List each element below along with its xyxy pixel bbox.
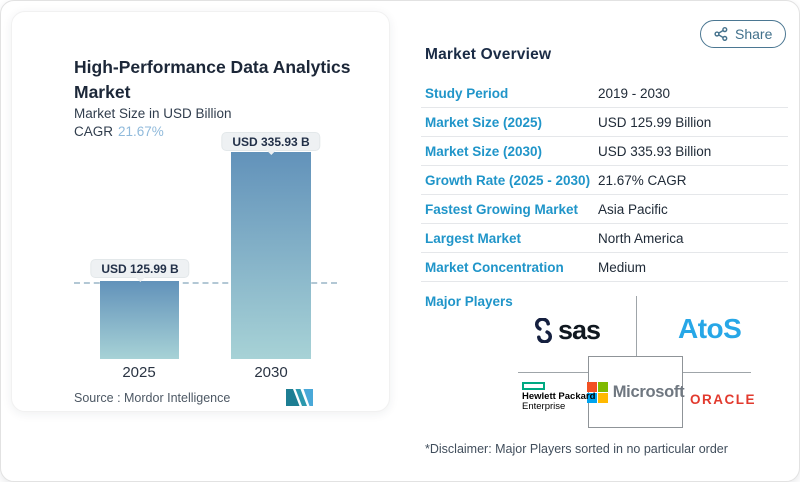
cagr-value: 21.67% [118,124,164,139]
bar-2030[interactable] [231,152,311,359]
source-attribution: Source : Mordor Intelligence [74,391,231,405]
sas-wordmark: sas [558,315,601,345]
overview-table: Study Period 2019 - 2030 Market Size (20… [421,79,788,282]
row-label: Market Size (2030) [425,143,543,159]
table-row: Market Concentration Medium [421,253,788,282]
bar-2025[interactable] [100,281,179,359]
row-label: Fastest Growing Market [425,201,579,217]
row-label: Study Period [425,85,509,101]
overview-heading: Market Overview [425,46,552,63]
share-network-icon [714,27,728,41]
hpe-wordmark-line1: Hewlett Packard [522,391,596,402]
hpe-logo: Hewlett Packard Enterprise [522,382,595,413]
sas-swirl-icon [531,318,556,343]
table-row: Market Size (2025) USD 125.99 Billion [421,108,788,137]
microsoft-wordmark: Microsoft [612,382,685,401]
row-value: USD 335.93 Billion [598,143,712,159]
x-tick-2025: 2025 [122,364,156,381]
row-label: Market Concentration [425,259,564,275]
table-row: Largest Market North America [421,224,788,253]
row-value: Asia Pacific [598,201,668,217]
row-value: 2019 - 2030 [598,85,671,101]
bar-2030-value-tooltip: USD 335.93 B [221,132,321,151]
row-value: North America [598,230,684,246]
mordor-intelligence-logo [286,389,313,411]
market-chart-card: High-Performance Data Analytics Market M… [11,11,390,412]
cagr-label: CAGR [74,124,114,139]
reference-dashed-line [74,282,337,284]
row-label: Largest Market [425,230,522,246]
microsoft-logo-box: Microsoft [586,356,685,428]
table-row: Study Period 2019 - 2030 [421,79,788,108]
share-button[interactable]: Share [700,20,787,48]
players-disclaimer: *Disclaimer: Major Players sorted in no … [425,442,728,456]
share-button-label: Share [735,26,773,42]
chart-subtitle: Market Size in USD Billion [74,106,232,121]
chart-title: High-Performance Data Analytics Market [74,57,351,102]
row-label: Market Size (2025) [425,114,543,130]
hpe-wordmark-line2: Enterprise [522,401,566,413]
table-row: Growth Rate (2025 - 2030) 21.67% CAGR [421,166,788,195]
oracle-logo: ORACLE [690,392,756,407]
atos-logo: AtoS [678,313,742,344]
major-players-label: Major Players [425,294,513,309]
row-value: USD 125.99 Billion [598,114,712,130]
hpe-green-box-icon [522,382,545,390]
table-row: Fastest Growing Market Asia Pacific [421,195,788,224]
row-value: 21.67% CAGR [598,172,687,188]
market-overview-panel: Share Market Overview Study Period 2019 … [401,1,799,481]
row-value: Medium [598,259,647,275]
sas-logo: sas [531,315,601,346]
table-row: Market Size (2030) USD 335.93 Billion [421,137,788,166]
players-connector-vertical [636,296,637,356]
microsoft-squares-icon [586,381,608,403]
x-tick-2030: 2030 [254,364,288,381]
cagr-row: CAGR 21.67% [74,124,164,139]
bar-2025-value-tooltip: USD 125.99 B [90,259,190,278]
row-label: Growth Rate (2025 - 2030) [425,172,591,188]
